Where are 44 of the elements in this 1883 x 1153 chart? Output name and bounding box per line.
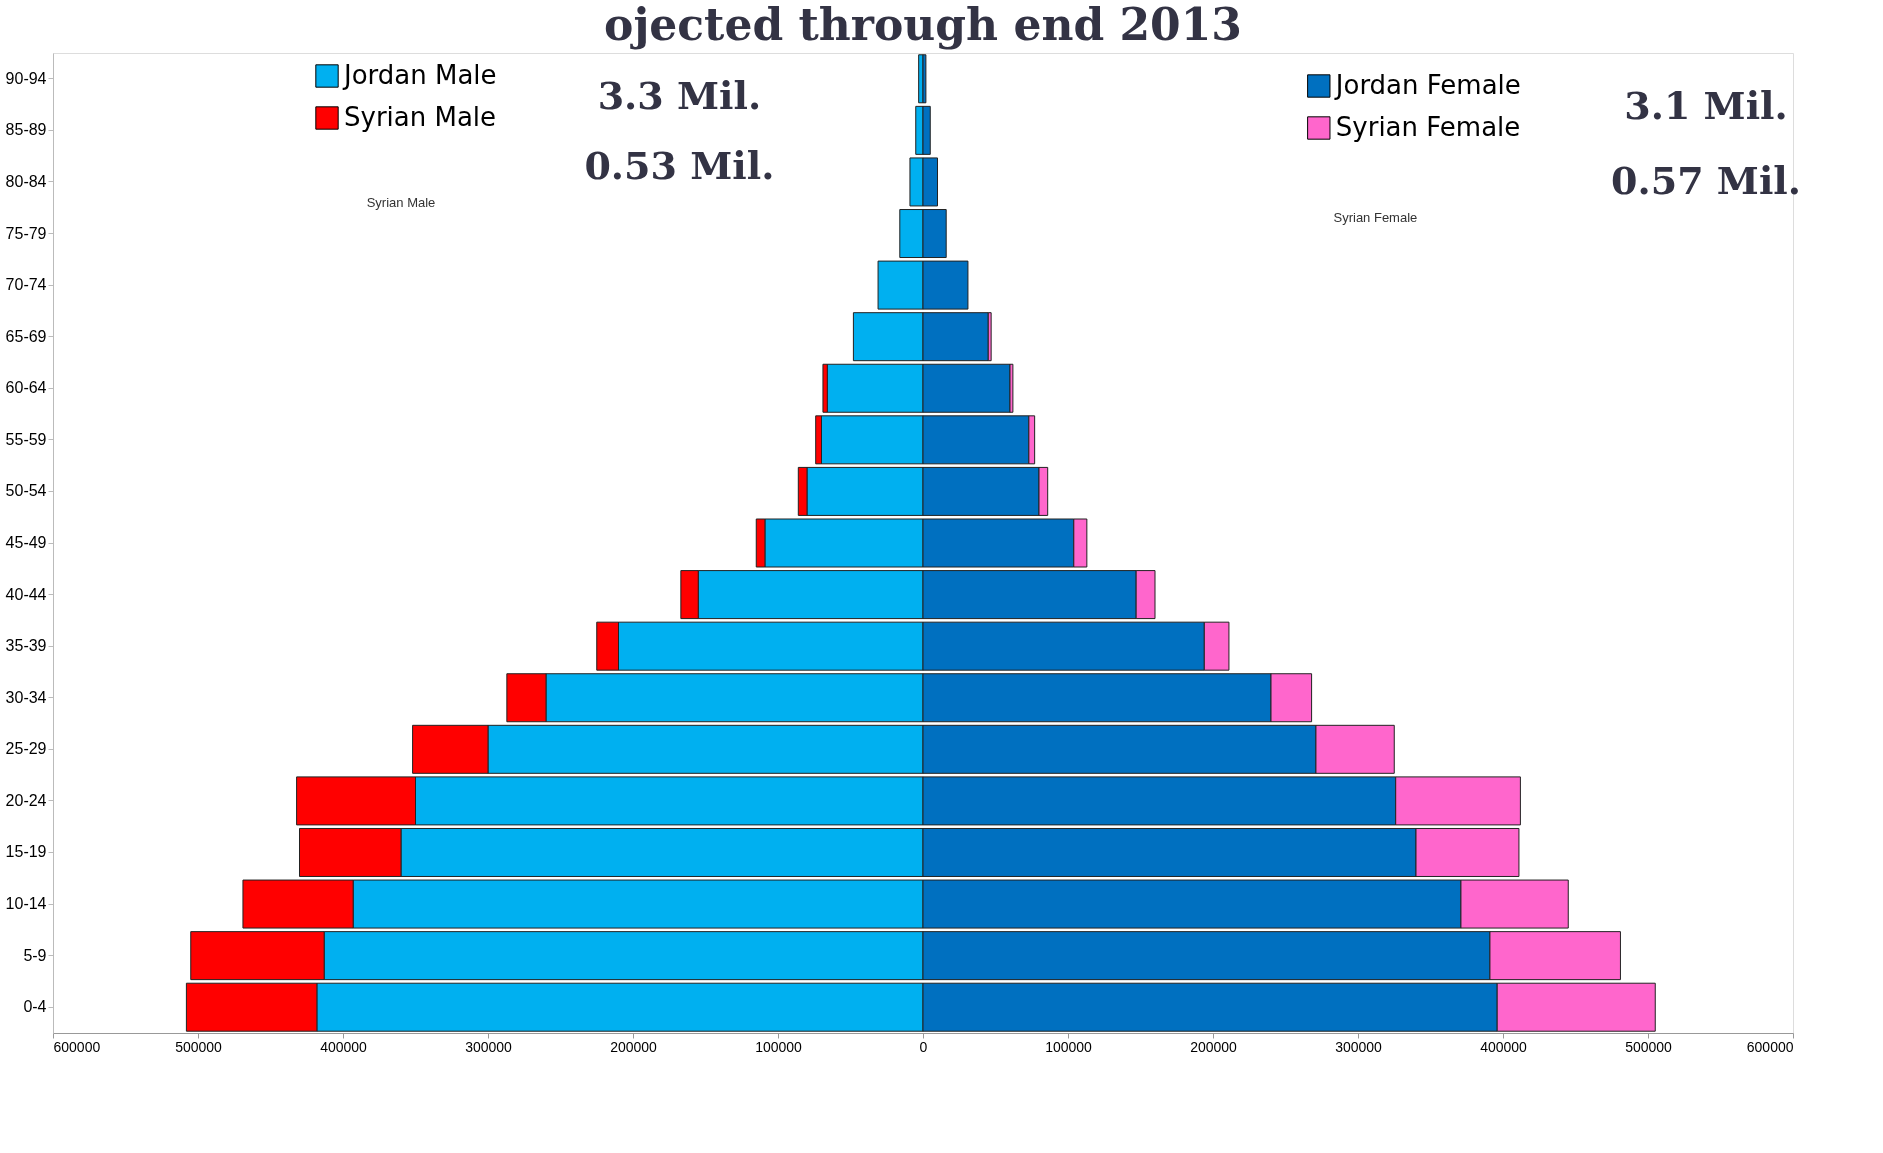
y-tick-label: 20-24: [5, 791, 47, 809]
y-tick-label: 35-39: [5, 637, 47, 655]
x-tick-label: 400000: [1480, 1038, 1528, 1055]
annotation: 0.57 Mil.: [1611, 158, 1801, 203]
y-tick-label: 40-44: [5, 585, 47, 603]
annotation: 3.1 Mil.: [1624, 83, 1788, 128]
y-tick-label: 65-69: [5, 327, 47, 345]
legend-label: Syrian Female: [1335, 112, 1521, 142]
y-tick-label: 50-54: [5, 482, 47, 500]
x-tick-label: 600000: [1746, 1038, 1794, 1055]
x-tick-label: 200000: [610, 1038, 658, 1055]
annotation: Syrian Male: [366, 195, 436, 210]
y-tick-label: 5-9: [23, 946, 47, 964]
y-tick-label: 25-29: [5, 740, 47, 758]
x-tick-label: 100000: [1045, 1038, 1093, 1055]
x-tick-label: 100000: [755, 1038, 803, 1055]
y-tick-label: 15-19: [5, 843, 47, 861]
y-tick-label: 85-89: [5, 121, 47, 139]
x-tick-label: 500000: [175, 1038, 223, 1055]
x-tick-label: 500000: [1625, 1038, 1673, 1055]
annotation: 3.3 Mil.: [597, 73, 762, 118]
y-tick-label: 45-49: [5, 534, 47, 551]
legend-label: Jordan Male: [342, 60, 497, 90]
y-tick-label: 55-59: [5, 430, 47, 448]
y-tick-label: 60-64: [5, 379, 47, 397]
y-tick-label: 80-84: [5, 172, 47, 190]
x-tick-label: 0: [919, 1038, 928, 1055]
chart-title: ojected through end 2013: [604, 0, 1242, 50]
annotation: Syrian Female: [1333, 210, 1418, 225]
bar: [922, 54, 927, 104]
x-tick-label: 300000: [1335, 1038, 1383, 1055]
y-tick-label: 70-74: [5, 276, 47, 294]
x-tick-label: 400000: [320, 1038, 368, 1055]
legend-label: Syrian Male: [344, 102, 497, 132]
y-tick-label: 30-34: [5, 688, 47, 706]
y-tick-label: 0-4: [23, 998, 47, 1016]
annotation: 0.53 Mil.: [584, 143, 775, 188]
y-tick-label: 10-14: [5, 895, 47, 913]
x-tick-label: 200000: [1190, 1038, 1238, 1055]
y-tick-label: 75-79: [5, 224, 47, 242]
y-tick-label: 90-94: [5, 69, 47, 87]
x-tick-label: 600000: [53, 1038, 101, 1055]
x-tick-label: 300000: [465, 1038, 513, 1055]
legend-label: Jordan Female: [1333, 70, 1521, 100]
